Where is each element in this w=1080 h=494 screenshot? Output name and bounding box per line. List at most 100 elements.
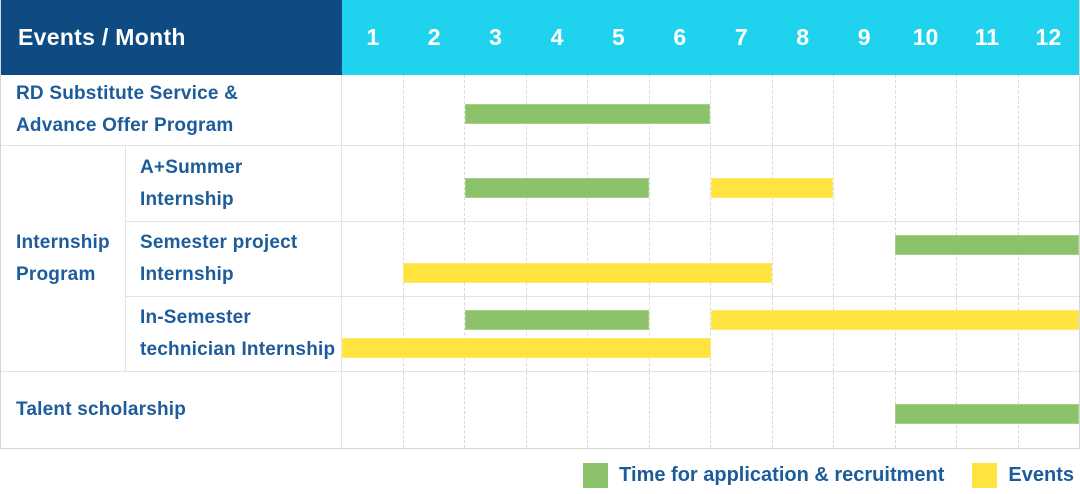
legend-item-application: Time for application & recruitment [583,463,944,488]
month-gridline-cell [404,222,465,296]
month-gridline-cell [896,222,957,296]
gantt-row: A+Summer Internship [126,146,1079,221]
event-bar [403,263,772,283]
month-label-5: 5 [612,24,625,50]
legend-label: Events [1008,464,1074,486]
row-label: RD Substitute Service & Advance Offer Pro… [1,75,342,145]
month-gridlines [342,297,1079,371]
row-label-line: Semester project [140,232,298,253]
month-gridline-cell [342,372,404,448]
month-gridline-cell [957,75,1019,145]
month-gridline-cell [773,297,834,371]
month-label-7: 7 [734,24,748,50]
events-month-header: Events / Month [1,0,342,75]
application-bar [464,177,650,198]
row-chart-area [342,146,1079,221]
gantt-chart: Events / Month 1 2 3 4 5 6 7 8 9 10 11 12 RD Substi… [0,0,1080,449]
bar-track [342,404,1079,424]
row-label-line: In-Semester [140,307,251,328]
month-gridline-cell [896,75,957,145]
month-gridline-cell [465,222,527,296]
month-label-11: 11 [974,24,1000,50]
month-gridline-cell [650,222,711,296]
event-bar [342,338,711,358]
bar-tracks [342,297,1079,371]
row-label-line: Program [16,263,96,285]
month-gridlines [342,222,1079,296]
row-chart-area [342,297,1079,371]
legend: Time for application & recruitment Events [0,463,1080,488]
row-label-line: RD Substitute Service & [16,83,239,104]
row-label-line: Internship [16,231,110,253]
month-label-4: 4 [550,24,564,50]
month-gridline-cell [342,146,404,221]
row-label-line: Internship [140,264,234,285]
bar-tracks [342,79,1079,149]
bar-track [342,235,1079,255]
row-label: Semester project Internship [126,222,342,296]
month-header-row: 1 2 3 4 5 6 7 8 9 10 11 12 [342,0,1079,75]
row-chart-area [342,372,1079,448]
row-label-line: Internship [140,188,234,210]
month-gridline-cell [527,297,588,371]
month-gridline-cell [342,222,404,296]
bar-track [342,310,1079,330]
month-gridline-cell [465,372,527,448]
month-label-8: 8 [796,24,810,50]
month-gridline-cell [834,146,896,221]
month-gridline-cell [773,222,834,296]
month-gridline-cell [527,222,588,296]
month-gridline-cell [404,372,465,448]
month-gridline-cell [650,297,711,371]
row-group: Internship Program A+Summer Internship Semes… [1,145,1079,371]
month-gridline-cell [650,372,711,448]
month-gridline-cell [834,297,896,371]
event-bar [710,177,834,198]
month-gridline-cell [773,146,834,221]
row-label-line: A+Summer [140,156,243,178]
bar-track [342,104,1079,124]
month-gridline-cell [773,75,834,145]
month-gridline-cell [834,75,896,145]
month-gridline-cell [588,297,650,371]
row-label-line: Talent scholarship [16,399,187,420]
month-label-9: 9 [857,24,871,50]
group-sub-rows: A+Summer Internship Semester project Intern… [126,146,1079,371]
row-chart-area [342,75,1079,145]
header-row: Events / Month 1 2 3 4 5 6 7 8 9 10 11 12 [1,0,1079,75]
row-label: Talent scholarship [1,372,342,448]
application-bar [464,104,711,124]
event-swatch [972,463,998,488]
row-label-line: technician Internship [140,339,336,360]
gantt-row: In-Semester technician Internship [126,296,1079,371]
month-gridline-cell [711,297,773,371]
month-gridline-cell [896,146,957,221]
month-label-10: 10 [912,24,939,50]
application-swatch [583,463,609,488]
row-label: In-Semester technician Internship [126,297,342,371]
legend-item-event: Events [972,463,1074,488]
month-label-2: 2 [427,24,441,50]
month-gridline-cell [773,372,834,448]
bar-track [342,338,1079,358]
month-gridline-cell [896,297,957,371]
month-gridline-cell [711,222,773,296]
month-gridline-cell [465,297,527,371]
month-gridline-cell [404,146,465,221]
gantt-row: Semester project Internship [126,221,1079,296]
month-gridline-cell [834,222,896,296]
month-gridline-cell [711,372,773,448]
month-gridline-cell [711,75,773,145]
bar-tracks [342,222,1079,296]
gantt-body: RD Substitute Service & Advance Offer Pro… [1,75,1079,448]
month-label-1: 1 [366,24,380,50]
group-label: Internship Program [1,146,126,371]
event-bar [710,310,1079,330]
row-label-line: Advance Offer Program [16,115,234,136]
application-bar [894,235,1079,255]
month-label-3: 3 [489,24,502,50]
bar-tracks [342,376,1079,452]
row-label: A+Summer Internship [126,146,342,221]
month-gridline-cell [588,222,650,296]
month-gridline-cell [404,297,465,371]
